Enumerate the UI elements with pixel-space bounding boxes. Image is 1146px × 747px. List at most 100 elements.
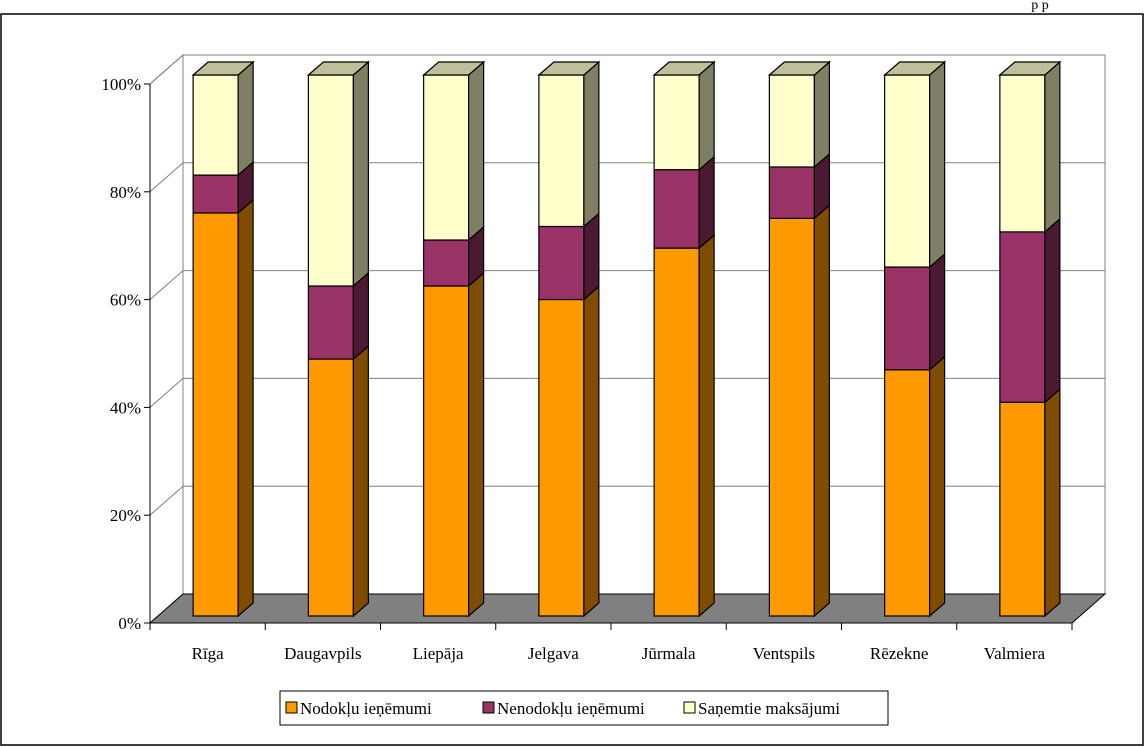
bar-side [583,212,600,301]
bar-segment [653,233,715,618]
bar-face [653,74,700,171]
side-wall [149,53,184,625]
bar-side [698,233,715,618]
bar-segment [767,60,831,169]
x-tick-label: Liepāja [413,644,464,663]
bar-side [352,344,369,618]
bar-face [653,169,700,249]
bar-top [306,61,370,76]
bar-face [307,285,354,360]
y-tick-label: 0% [118,614,141,633]
bar-side [929,355,946,618]
bar-face [768,74,815,168]
bar-side [583,285,600,618]
bar-face [192,212,239,617]
bar-segment [192,198,254,618]
bar-segment [423,225,485,288]
bar-face [538,225,585,301]
bar-face [999,401,1046,617]
bar-face [884,369,931,617]
bar-side [583,60,600,228]
bar-side [1044,60,1061,234]
bar-segment [999,217,1061,404]
bar-face [192,174,239,214]
bar-segment [653,155,715,250]
x-tick-label: Daugavpils [284,644,361,663]
bar-segment [422,60,486,242]
bar-face [999,74,1046,233]
bar-side [468,60,485,242]
bar-face [307,74,354,287]
bar-segment [652,60,716,171]
bar-side [1044,217,1061,404]
plot-area [148,53,1107,625]
bar-side [813,60,830,169]
bar-face [423,74,470,241]
bar-face [538,298,585,617]
legend-swatch [683,701,696,714]
bar-face [423,285,470,617]
bar-side [468,271,485,618]
x-tick-label: Rēzekne [870,644,929,663]
bar-face [768,217,815,617]
bar-top [191,61,255,76]
bar-segment [999,387,1061,618]
legend: Nodokļu ieņēmumi Nenodokļu ieņēmumi Saņemt… [279,690,889,726]
y-tick-label: 60% [110,291,141,310]
bar-top [537,61,601,76]
gridline-side [149,54,184,85]
bar-side [1044,387,1061,618]
legend-label: Nenodokļu ieņēmumi [497,699,645,718]
legend-label: Nodokļu ieņēmumi [300,699,432,718]
bar-segment [884,355,946,618]
bar-face [884,74,931,268]
bar-segment [191,60,255,177]
x-tick-label: Rīga [192,644,225,663]
bar-side [352,271,369,361]
bar-face [768,166,815,219]
x-tick-label: Jelgava [528,644,579,663]
legend-label: Saņemtie maksājumi [698,699,840,718]
bar-side [813,204,830,618]
bar-face [884,266,931,371]
x-tick-label: Valmiera [984,644,1046,663]
bar-segment [538,285,600,618]
bar-side [352,60,369,288]
bar-face [999,231,1046,403]
bar-segment [768,204,830,618]
bar-top [998,61,1062,76]
bar-segment [423,271,485,618]
axes: 0% 20% 40% 60% 80% 100% Rīga Daugavpils Liepāja J… [101,75,1073,663]
gridline-side [149,485,184,516]
bar-face [423,239,470,287]
bar-face [192,74,239,176]
gridline-side [149,378,184,408]
bar-side [698,60,715,171]
bar-top [767,61,831,76]
bars [191,60,1062,618]
bar-side [237,198,254,618]
legend-box [279,690,889,726]
bar-segment [307,271,369,361]
legend-swatch [482,701,495,714]
y-tick-label: 100% [101,75,141,94]
gridline-side [149,270,184,300]
bar-side [698,155,715,250]
bar-side [929,252,946,372]
bar-segment [306,60,370,288]
y-tick-label: 20% [110,506,141,525]
bar-segment [537,60,601,228]
bar-face [538,74,585,228]
bar-segment [307,344,369,618]
x-tick-label: Ventspils [753,644,815,663]
bar-segment [884,252,946,372]
gridline-side [149,162,184,193]
bar-side [929,60,946,269]
bar-face [307,358,354,617]
y-tick-label: 80% [110,183,141,202]
y-tick-label: 40% [110,398,141,417]
bar-face [653,247,700,617]
bar-segment [538,212,600,301]
top-note: p p [1031,0,1049,13]
